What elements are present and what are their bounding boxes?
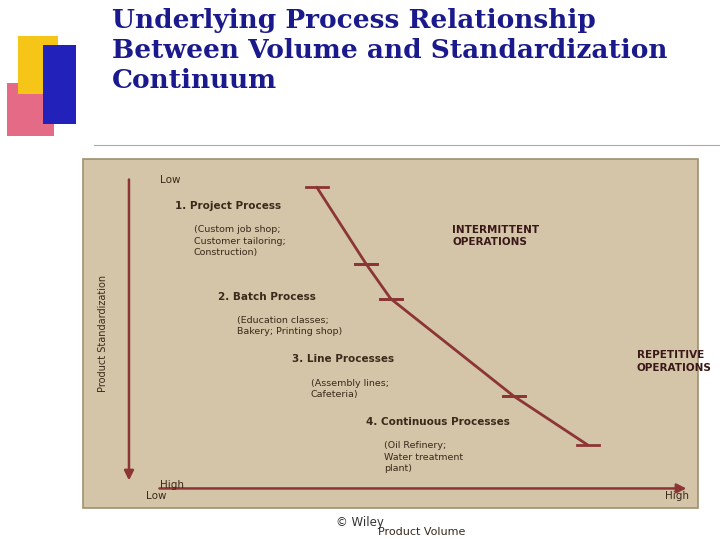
Text: High: High: [160, 480, 184, 490]
Text: 1. Project Process: 1. Project Process: [175, 201, 282, 211]
Text: INTERMITTENT
OPERATIONS: INTERMITTENT OPERATIONS: [452, 225, 539, 247]
Text: REPETITIVE
OPERATIONS: REPETITIVE OPERATIONS: [637, 350, 711, 373]
Text: High: High: [665, 491, 689, 501]
Bar: [43, 45, 76, 124]
Text: (Assembly lines;
Cafeteria): (Assembly lines; Cafeteria): [310, 379, 389, 399]
Text: Low: Low: [146, 491, 167, 501]
Bar: [7, 83, 54, 136]
Text: Low: Low: [160, 175, 180, 185]
Text: Product Standardization: Product Standardization: [98, 275, 108, 392]
Text: 2. Batch Process: 2. Batch Process: [218, 292, 316, 302]
Text: (Education classes;
Bakery; Printing shop): (Education classes; Bakery; Printing sho…: [237, 316, 342, 336]
Text: (Oil Refinery;
Water treatment
plant): (Oil Refinery; Water treatment plant): [384, 441, 464, 472]
Text: 4. Continuous Processes: 4. Continuous Processes: [366, 417, 510, 427]
Text: (Custom job shop;
Customer tailoring;
Construction): (Custom job shop; Customer tailoring; Co…: [194, 226, 285, 256]
Text: © Wiley: © Wiley: [336, 516, 384, 529]
Text: Underlying Process Relationship
Between Volume and Standardization
Continuum: Underlying Process Relationship Between …: [112, 8, 667, 92]
Text: Product Volume: Product Volume: [378, 526, 465, 537]
Text: 3. Line Processes: 3. Line Processes: [292, 354, 395, 364]
Bar: [18, 36, 58, 94]
